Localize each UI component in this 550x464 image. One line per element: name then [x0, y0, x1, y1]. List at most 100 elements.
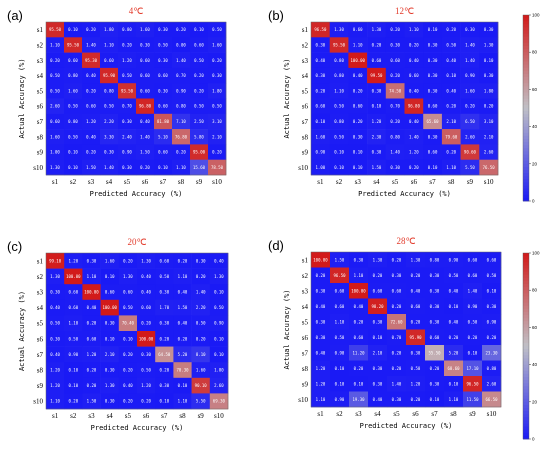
cell-value-label: 0.20 [465, 104, 475, 109]
colorbar-segment [523, 27, 529, 31]
cell-value-label: 0.60 [353, 104, 363, 109]
colorbar-segment [523, 284, 529, 288]
x-tick-label: s2 [336, 410, 343, 418]
cell-value-label: 0.60 [68, 305, 78, 310]
heatmap-cell [441, 98, 461, 115]
heatmap-cell [82, 98, 101, 115]
heatmap-cell [349, 267, 369, 284]
cell-value-label: 0.20 [392, 304, 402, 309]
heatmap-cell [100, 144, 119, 160]
heatmap-cell [190, 98, 209, 115]
colorbar-segment [523, 352, 529, 356]
colorbar-segment [523, 262, 529, 266]
cell-value-label: 0.20 [353, 119, 363, 124]
colorbar-tick-label: 20 [532, 399, 538, 404]
y-tick-label: s2 [37, 273, 44, 281]
heatmap-cell [311, 298, 331, 315]
x-tick-label: s8 [179, 412, 186, 420]
colorbar-segment [523, 114, 529, 118]
cell-value-label: 1.10 [334, 88, 344, 93]
cell-value-label: 0.30 [392, 273, 402, 278]
colorbar-segment [523, 414, 529, 418]
heatmap-cell [463, 345, 483, 361]
heatmap-cell [118, 52, 137, 69]
heatmap-cell [118, 284, 138, 301]
heatmap-cell [100, 315, 120, 332]
heatmap-cell [155, 362, 174, 379]
colorbar-segment [523, 132, 529, 137]
heatmap-cell [368, 391, 388, 408]
heatmap-cell [136, 159, 155, 176]
cell-value-label: 0.50 [449, 273, 459, 278]
heatmap-cell [64, 37, 83, 53]
cell-value-label: 0.40 [178, 290, 188, 295]
heatmap-cell [425, 360, 445, 377]
cell-value-label: 78.50 [211, 165, 224, 170]
y-tick-label: s10 [298, 396, 308, 404]
cell-value-label: 0.20 [411, 397, 421, 402]
x-tick-label: s3 [355, 178, 362, 186]
heatmap-cell [463, 314, 483, 330]
y-tick-label: s10 [33, 164, 43, 172]
heatmap-cell [136, 37, 155, 53]
cell-value-label: 0.30 [411, 350, 421, 355]
heatmap-cell [423, 22, 443, 38]
heatmap-cell [329, 22, 349, 38]
cell-value-label: 0.20 [86, 150, 96, 155]
cell-value-label: 0.20 [194, 88, 204, 93]
heatmap-cell [191, 393, 211, 410]
cell-value-label: 0.60 [68, 58, 78, 63]
cell-value-label: 1.40 [465, 58, 475, 63]
heatmap-cell [82, 37, 101, 53]
cell-value-label: 15.60 [193, 165, 206, 170]
heatmap-cell [191, 268, 211, 285]
cell-value-label: 0.20 [159, 336, 169, 341]
heatmap-cell [46, 22, 65, 38]
colorbar-segment [523, 358, 529, 362]
heatmap-cell [479, 98, 499, 115]
cell-value-label: 1.10 [449, 397, 459, 402]
heatmap-cell [46, 113, 65, 130]
heatmap-cell [385, 22, 405, 38]
cell-value-label: 0.20 [87, 383, 97, 388]
heatmap-cell [208, 67, 227, 84]
heatmap-cell [118, 98, 137, 115]
colorbar-segment [523, 256, 529, 260]
colorbar-segment [523, 423, 529, 427]
colorbar-segment [523, 142, 529, 146]
cell-value-label: 1.50 [87, 399, 97, 404]
heatmap-cell [64, 362, 83, 379]
cell-value-label: 5.50 [196, 399, 206, 404]
cell-value-label: 1.40 [86, 42, 96, 47]
x-tick-label: s3 [88, 412, 95, 420]
cell-value-label: 0.30 [122, 165, 132, 170]
colorbar-segment [523, 160, 529, 165]
heatmap-cell [118, 362, 138, 379]
heatmap-cell [368, 283, 388, 299]
heatmap-cell [368, 329, 388, 346]
colorbar-segment [523, 46, 529, 50]
colorbar-segment [523, 194, 529, 199]
cell-value-label: 0.60 [87, 336, 97, 341]
heatmap-cell [311, 129, 330, 145]
heatmap-cell [191, 284, 211, 301]
cell-value-label: 1.20 [316, 381, 326, 386]
cell-value-label: 0.20 [68, 399, 78, 404]
cell-value-label: 5.10 [158, 134, 168, 139]
cell-value-label: 0.10 [68, 150, 78, 155]
cell-value-label: 76.50 [483, 165, 496, 170]
cell-value-label: 0.20 [487, 335, 497, 340]
heatmap-cell [64, 393, 83, 410]
colorbar-segment [523, 253, 529, 257]
colorbar-segment [523, 95, 529, 100]
heatmap-cell [155, 331, 174, 347]
colorbar-segment [523, 58, 529, 62]
colorbar-segment [523, 386, 529, 390]
heatmap-cell [387, 345, 407, 361]
heatmap-cell [82, 67, 101, 84]
colorbar-segment [523, 420, 529, 424]
cell-value-label: 0.50 [158, 42, 168, 47]
colorbar-tick-label: 40 [532, 124, 538, 129]
cell-value-label: 0.20 [411, 273, 421, 278]
cell-value-label: 2.60 [465, 134, 475, 139]
